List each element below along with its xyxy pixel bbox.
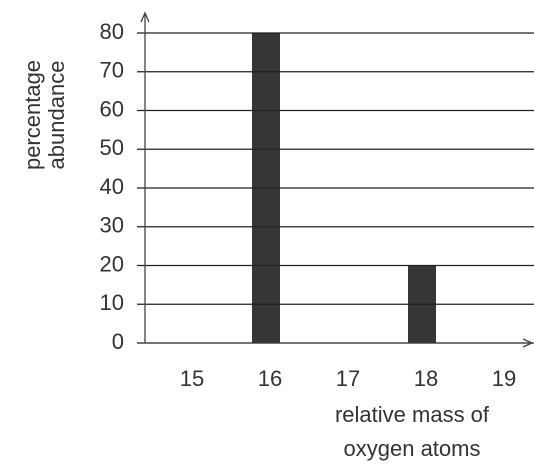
x-axis-label: oxygen atoms [344, 436, 481, 461]
x-axis-arrow [522, 338, 534, 348]
x-tick-label: 19 [492, 366, 516, 391]
x-tick-label: 15 [180, 366, 204, 391]
y-tick-label: 20 [100, 251, 124, 276]
x-tick-label: 16 [258, 366, 282, 391]
y-tick-label: 80 [100, 19, 124, 44]
y-tick-label: 50 [100, 135, 124, 160]
x-tick-label: 17 [336, 366, 360, 391]
y-tick-label: 70 [100, 58, 124, 83]
y-tick-label: 60 [100, 96, 124, 121]
y-tick-label: 30 [100, 213, 124, 238]
y-tick-label: 0 [112, 329, 124, 354]
y-axis-label: abundance [44, 61, 69, 170]
y-tick-label: 10 [100, 290, 124, 315]
y-tick-label: 40 [100, 174, 124, 199]
x-tick-label: 18 [414, 366, 438, 391]
x-axis-label: relative mass of [335, 402, 490, 427]
y-axis-arrow [140, 11, 150, 23]
y-axis-label: percentage [20, 60, 45, 170]
